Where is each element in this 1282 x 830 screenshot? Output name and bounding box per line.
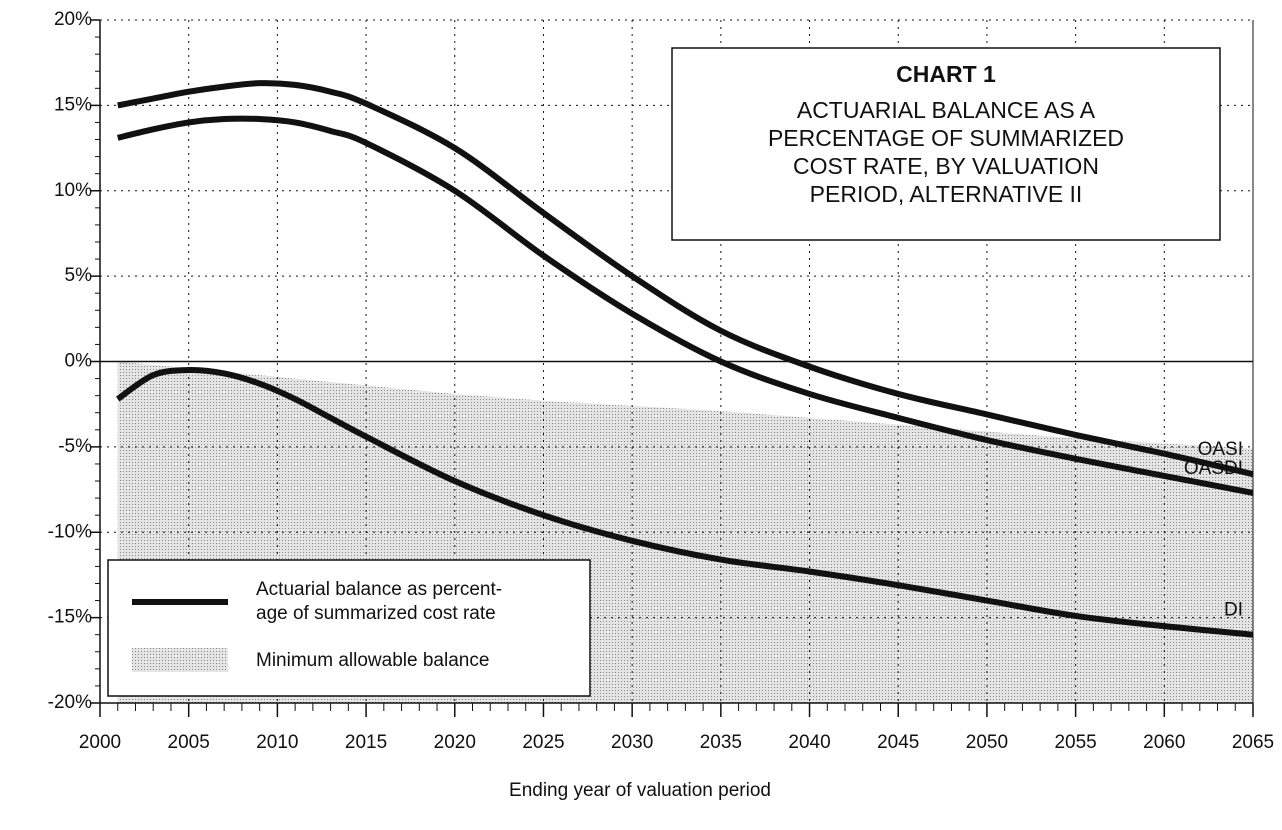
x-tick-label: 2015: [345, 732, 387, 753]
y-tick-label: 20%: [54, 9, 92, 30]
subtitle-line: COST RATE, BY VALUATION: [793, 153, 1099, 179]
legend-label: Minimum allowable balance: [256, 650, 489, 671]
x-tick-label: 2005: [168, 732, 210, 753]
legend-label: Actuarial balance as percent-: [256, 579, 502, 600]
x-tick-label: 2045: [877, 732, 919, 753]
series-line: [116, 367, 1254, 638]
x-tick-label: 2000: [79, 732, 121, 753]
y-tick-label: 5%: [65, 265, 93, 286]
legend-label: age of summarized cost rate: [256, 603, 496, 624]
y-tick-label: 0%: [65, 351, 93, 372]
x-axis-label: Ending year of valuation period: [509, 780, 771, 801]
x-tick-label: 2050: [966, 732, 1008, 753]
subtitle-line: ACTUARIAL BALANCE AS A: [797, 97, 1096, 123]
y-tick-label: -10%: [48, 521, 92, 542]
y-tick-label: -15%: [48, 607, 92, 628]
series-line: [117, 80, 1254, 478]
series-label: OASI: [1198, 439, 1243, 460]
x-tick-label: 2020: [434, 732, 476, 753]
subtitle-line: PERIOD, ALTERNATIVE II: [810, 181, 1083, 207]
series-label: OASDI: [1184, 458, 1243, 479]
x-tick-label: 2055: [1054, 732, 1096, 753]
y-tick-label: -5%: [58, 436, 92, 457]
y-tick-label: -20%: [48, 692, 92, 713]
x-tick-label: 2060: [1143, 732, 1185, 753]
x-tick-label: 2025: [522, 732, 564, 753]
x-tick-label: 2035: [700, 732, 742, 753]
y-tick-label: 10%: [54, 180, 92, 201]
legend: [107, 559, 591, 697]
series-line: [117, 115, 1254, 496]
x-tick-label: 2065: [1232, 732, 1274, 753]
subtitle-line: PERCENTAGE OF SUMMARIZED: [768, 125, 1124, 151]
legend-area-swatch: [132, 648, 228, 672]
chart-title: CHART 1: [896, 61, 996, 87]
series-label: DI: [1224, 600, 1243, 621]
title-box: [671, 47, 1221, 241]
x-tick-label: 2010: [256, 732, 298, 753]
x-tick-label: 2040: [788, 732, 830, 753]
y-tick-label: 15%: [54, 94, 92, 115]
x-tick-label: 2030: [611, 732, 653, 753]
